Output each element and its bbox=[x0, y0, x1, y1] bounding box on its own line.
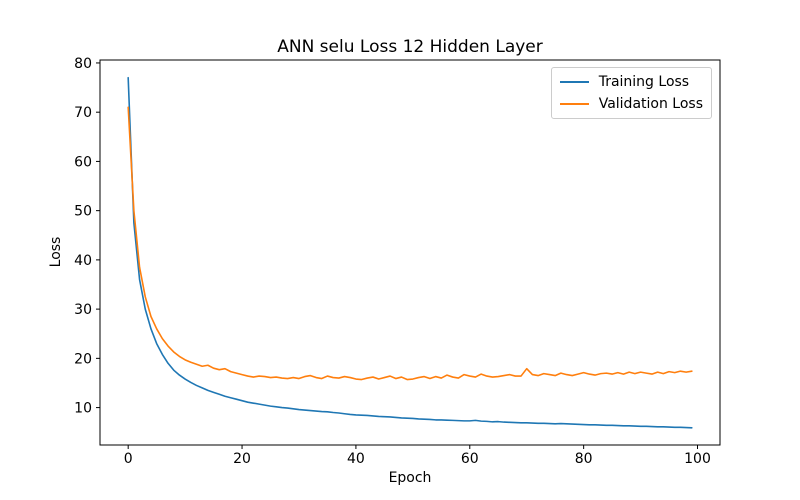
chart-title: ANN selu Loss 12 Hidden Layer bbox=[277, 37, 543, 57]
y-tick-label: 10 bbox=[74, 401, 92, 417]
validation-loss-line bbox=[127, 106, 693, 381]
axes-frame bbox=[99, 59, 721, 446]
y-tick-label: 30 bbox=[74, 302, 92, 318]
legend-item-training: Training Loss bbox=[559, 73, 703, 91]
legend-item-validation: Validation Loss bbox=[559, 95, 703, 113]
training-loss-line bbox=[127, 76, 693, 429]
x-tick-label: 100 bbox=[684, 451, 711, 467]
y-tick-label: 50 bbox=[74, 204, 92, 220]
x-axis-label: Epoch bbox=[388, 470, 432, 486]
legend: Training Loss Validation Loss bbox=[550, 67, 712, 119]
training-loss-line-swatch bbox=[559, 81, 589, 83]
legend-label-training: Training Loss bbox=[598, 74, 690, 90]
y-axis-label: Loss bbox=[48, 236, 64, 268]
y-tick-label: 60 bbox=[74, 154, 92, 170]
y-tick-label: 40 bbox=[74, 253, 92, 269]
x-tick-label: 0 bbox=[124, 451, 133, 467]
x-tick-label: 20 bbox=[233, 451, 251, 467]
y-tick-label: 80 bbox=[74, 56, 92, 72]
validation-loss-line-swatch bbox=[559, 103, 589, 105]
x-tick-label: 80 bbox=[575, 451, 593, 467]
y-tick-label: 70 bbox=[74, 105, 92, 121]
legend-label-validation: Validation Loss bbox=[598, 96, 703, 112]
y-tick-label: 20 bbox=[74, 351, 92, 367]
x-tick-label: 40 bbox=[347, 451, 365, 467]
x-tick-label: 60 bbox=[461, 451, 479, 467]
